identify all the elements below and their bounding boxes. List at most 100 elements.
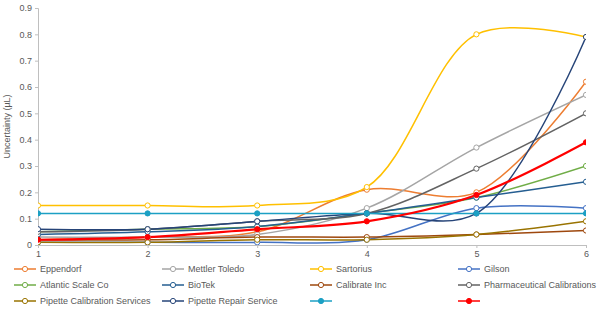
tick-mark	[586, 245, 587, 248]
legend-item: Gilson	[458, 264, 510, 274]
series-line	[38, 113, 586, 231]
tick: 2	[146, 245, 151, 259]
tick-mark	[35, 245, 38, 246]
point	[474, 211, 479, 216]
point	[583, 92, 586, 97]
tick: 0.5	[19, 109, 38, 119]
point	[255, 227, 260, 232]
tick-mark	[35, 166, 38, 167]
legend-label: Mettler Toledo	[188, 264, 244, 274]
legend-item: Calibrate Inc	[310, 280, 387, 290]
legend-marker	[170, 282, 175, 287]
plot: 00.10.20.30.40.50.60.70.80.9123456	[19, 3, 589, 259]
point	[255, 219, 260, 224]
point	[364, 211, 369, 216]
legend-marker	[22, 298, 27, 303]
point	[38, 237, 41, 242]
point	[583, 219, 586, 224]
tick-mark	[35, 219, 38, 220]
legend-item: Pipette Calibration Services	[14, 296, 151, 306]
point	[145, 211, 150, 216]
legend-label: BioTek	[188, 280, 216, 290]
series-line	[38, 166, 586, 232]
series-line	[38, 28, 586, 207]
tick: 1	[36, 245, 41, 259]
point	[38, 237, 41, 242]
tick-label: 0	[27, 240, 32, 250]
tick: 6	[584, 245, 589, 259]
tick-mark	[35, 192, 38, 193]
point	[364, 211, 369, 216]
tick-mark	[35, 87, 38, 88]
tick-mark	[38, 245, 39, 248]
tick: 0.4	[19, 135, 38, 145]
point	[38, 203, 41, 208]
tick: 4	[365, 245, 370, 259]
point	[474, 32, 479, 37]
point	[38, 211, 41, 216]
point	[145, 235, 150, 240]
point	[38, 237, 41, 242]
axis-line	[35, 9, 39, 246]
legend-marker	[466, 298, 471, 303]
legend-item: BioTek	[162, 280, 216, 290]
tick-label: 0.7	[19, 56, 32, 66]
point	[145, 227, 150, 232]
point	[583, 179, 586, 184]
tick-label: 0.9	[19, 3, 32, 13]
tick-label: 4	[365, 249, 370, 259]
axis-line	[39, 246, 587, 249]
tick-mark	[257, 245, 258, 248]
point	[145, 240, 150, 245]
legend-marker	[318, 282, 323, 287]
tick: 3	[255, 245, 260, 259]
tick: 0.7	[19, 56, 38, 66]
legend-marker	[318, 266, 323, 271]
tick-label: 5	[474, 249, 479, 259]
legend-marker	[318, 298, 323, 303]
point	[364, 237, 369, 242]
series-line	[38, 221, 586, 242]
point	[474, 145, 479, 150]
point	[255, 211, 260, 216]
tick-mark	[35, 140, 38, 141]
tick-label: 3	[255, 249, 260, 259]
legend-label: Gilson	[484, 264, 510, 274]
point	[583, 79, 586, 84]
point	[364, 219, 369, 224]
point	[145, 235, 150, 240]
point	[474, 232, 479, 237]
point	[474, 232, 479, 237]
tick-mark	[35, 113, 38, 114]
legend-item: Pharmaceutical Calibrations	[458, 280, 597, 290]
legend-marker	[22, 266, 27, 271]
point	[145, 203, 150, 208]
tick-label: 0.4	[19, 135, 32, 145]
series-line	[38, 142, 586, 239]
legend-label: Calibrate Inc	[336, 280, 387, 290]
legend-label: Pipette Repair Service	[188, 296, 278, 306]
tick-label: 1	[36, 249, 41, 259]
point	[583, 34, 586, 39]
point	[364, 211, 369, 216]
point	[255, 203, 260, 208]
legend-item	[310, 298, 332, 303]
legend-label: Atlantic Scale Co	[40, 280, 109, 290]
tick-label: 0.3	[19, 161, 32, 171]
legend-marker	[170, 298, 175, 303]
point	[583, 34, 586, 39]
series-group	[38, 28, 586, 245]
tick-mark	[35, 61, 38, 62]
tick: 0.2	[19, 188, 38, 198]
point	[364, 184, 369, 189]
tick: 0.8	[19, 30, 38, 40]
tick-label: 6	[584, 249, 589, 259]
tick-label: 2	[146, 249, 151, 259]
point	[38, 227, 41, 232]
tick: 0.9	[19, 3, 38, 13]
point	[583, 228, 586, 233]
series-line	[38, 37, 586, 230]
point	[364, 206, 369, 211]
tick-mark	[35, 8, 38, 9]
tick: 0.6	[19, 82, 38, 92]
